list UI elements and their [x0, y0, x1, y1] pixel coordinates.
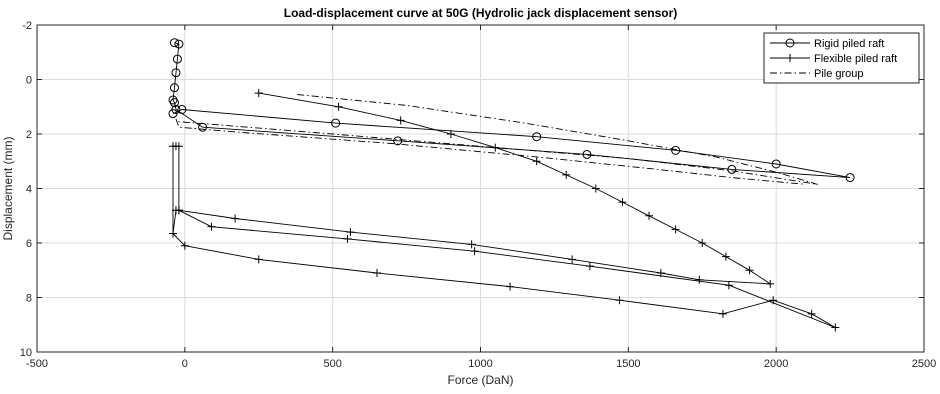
- data-point: [169, 98, 179, 108]
- y-tick-label: 4: [26, 184, 32, 196]
- legend-entry: Rigid piled raft: [814, 38, 884, 50]
- x-tick-label: 1500: [616, 358, 640, 370]
- legend-marker: [785, 38, 795, 48]
- series-0: [168, 38, 855, 183]
- pile-group-line-lower: [175, 118, 806, 185]
- x-tick-label: 1000: [468, 358, 492, 370]
- data-point: [721, 252, 730, 261]
- data-point: [174, 39, 184, 49]
- legend: Rigid piled raft Flexible piled raft Pile …: [763, 32, 920, 84]
- x-tick-label: 0: [182, 358, 188, 370]
- data-point: [532, 132, 542, 142]
- data-point: [343, 234, 352, 243]
- y-tick-label: -2: [22, 20, 32, 32]
- data-point: [724, 281, 733, 290]
- y-tick-label: 10: [20, 347, 32, 359]
- data-point: [174, 142, 183, 151]
- data-point: [831, 323, 840, 332]
- data-point: [396, 116, 405, 125]
- data-point: [172, 54, 182, 64]
- legend-entry: Flexible piled raft: [814, 53, 897, 65]
- data-point: [645, 211, 654, 220]
- data-point: [171, 68, 181, 78]
- data-point: [562, 170, 571, 179]
- series-1: [169, 89, 840, 332]
- data-point: [169, 83, 179, 93]
- x-tick-label: 500: [323, 358, 341, 370]
- data-point: [346, 228, 355, 237]
- data-point: [446, 130, 455, 138]
- data-point: [532, 157, 541, 166]
- y-tick-label: 6: [26, 238, 32, 250]
- data-point: [169, 229, 178, 238]
- data-point: [769, 296, 778, 305]
- series-layer: [168, 38, 855, 332]
- data-point: [591, 184, 600, 193]
- data-point: [506, 282, 515, 291]
- data-point: [467, 240, 476, 249]
- data-point: [671, 145, 681, 155]
- x-tick-label: -500: [26, 358, 48, 370]
- data-point: [656, 268, 665, 277]
- data-point: [373, 268, 382, 277]
- legend-marker: [786, 54, 794, 62]
- data-point: [745, 266, 754, 275]
- chart-title: Load-displacement curve at 50G (Hydrolic…: [284, 6, 677, 20]
- x-ticks: -500 0 500 1000 1500 2000 2500: [26, 25, 936, 370]
- series-2: [175, 94, 818, 185]
- data-point: [207, 222, 216, 231]
- data-point: [671, 225, 680, 234]
- data-point: [695, 275, 704, 284]
- data-point: [845, 173, 855, 183]
- data-point: [771, 159, 781, 169]
- data-point: [718, 309, 727, 318]
- x-tick-label: 2000: [764, 358, 788, 370]
- data-point: [470, 247, 479, 256]
- data-point: [331, 118, 341, 128]
- data-point: [615, 296, 624, 305]
- data-point: [698, 239, 707, 247]
- legend-entry: Pile group: [814, 68, 864, 80]
- y-ticks: -2 0 2 4 6 8 10: [20, 20, 924, 359]
- data-point: [334, 102, 343, 111]
- data-point: [254, 89, 263, 98]
- x-axis-label: Force (DaN): [447, 373, 513, 387]
- x-tick-label: 2500: [912, 358, 936, 370]
- y-axis-label: Displacement (mm): [1, 136, 15, 240]
- data-point: [168, 109, 178, 119]
- y-tick-label: 2: [26, 129, 32, 141]
- data-point: [180, 241, 189, 250]
- data-point: [254, 255, 263, 264]
- data-point: [618, 198, 627, 207]
- data-point: [169, 38, 179, 48]
- data-point: [727, 164, 737, 174]
- data-point: [807, 309, 816, 318]
- y-tick-label: 0: [26, 75, 32, 87]
- series-line: [172, 42, 851, 179]
- data-point: [177, 104, 187, 114]
- data-point: [585, 262, 594, 271]
- data-point: [231, 214, 240, 223]
- data-point: [174, 206, 183, 215]
- data-point: [582, 149, 592, 159]
- data-point: [766, 279, 775, 288]
- pile-group-line-upper: [175, 94, 818, 185]
- y-tick-label: 8: [26, 293, 32, 305]
- data-point: [568, 255, 577, 264]
- data-point: [393, 136, 403, 146]
